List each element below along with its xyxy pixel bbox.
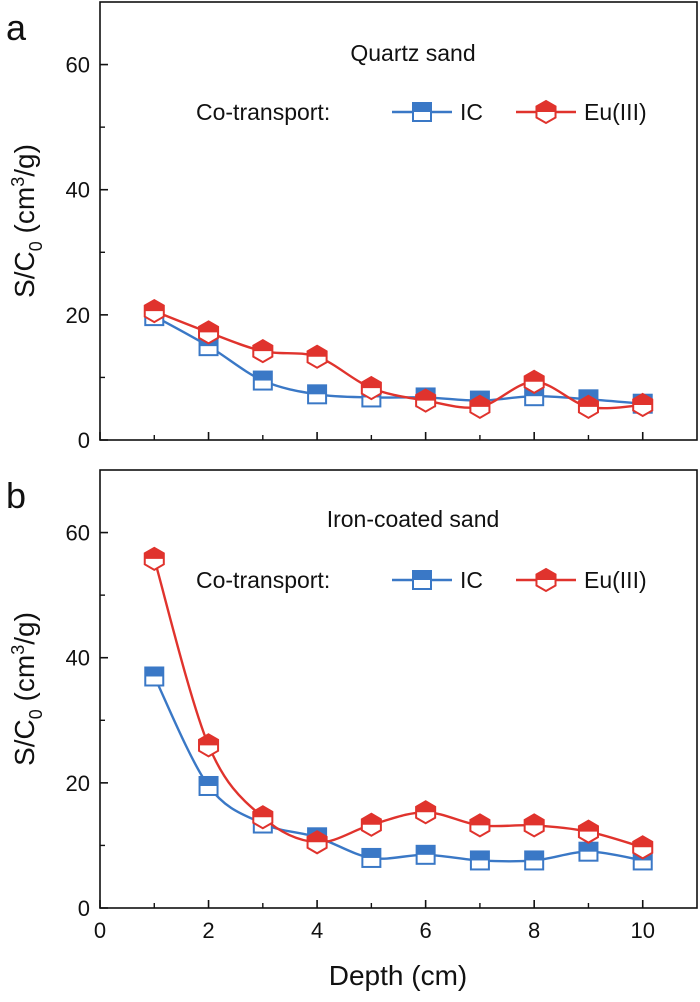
legend-label: Eu(III) bbox=[584, 567, 647, 593]
series-line bbox=[153, 315, 643, 405]
plot-frame bbox=[99, 1, 698, 441]
y-tick-label: 60 bbox=[66, 53, 90, 78]
y-tick-label: 20 bbox=[66, 303, 90, 328]
legend-marker-square bbox=[412, 570, 432, 590]
y-axis-title-unit-end: /g) bbox=[9, 612, 40, 645]
y-tick-label: 0 bbox=[78, 428, 90, 453]
data-point bbox=[469, 850, 490, 871]
x-tick-label: 10 bbox=[630, 918, 654, 943]
legend-item: IC bbox=[392, 567, 483, 593]
data-point bbox=[415, 800, 437, 825]
legend-item: Eu(III) bbox=[516, 567, 647, 593]
chart-title: Iron-coated sand bbox=[327, 506, 500, 532]
y-tick-label: 40 bbox=[66, 178, 90, 203]
data-point bbox=[252, 338, 274, 364]
y-axis-title-main: S/C bbox=[9, 251, 40, 298]
legend-heading: Co-transport: bbox=[196, 567, 330, 593]
data-point bbox=[143, 546, 165, 572]
data-point bbox=[577, 819, 599, 844]
data-point bbox=[361, 847, 382, 868]
data-point bbox=[578, 841, 599, 862]
data-point bbox=[252, 370, 273, 391]
legend-marker-hexagon bbox=[535, 567, 557, 593]
data-point bbox=[524, 850, 545, 871]
y-axis-title-main: S/C bbox=[9, 719, 40, 766]
data-point bbox=[523, 813, 545, 838]
y-tick-label: 60 bbox=[66, 521, 90, 546]
data-point bbox=[415, 388, 437, 413]
plot-frame bbox=[99, 469, 698, 909]
y-tick-label: 20 bbox=[66, 771, 90, 796]
panel-letter: a bbox=[6, 7, 27, 48]
data-point bbox=[632, 392, 654, 418]
x-axis-title: Depth (cm) bbox=[329, 960, 467, 991]
data-point bbox=[198, 320, 220, 345]
x-tick-label: 0 bbox=[94, 918, 106, 943]
y-axis-title: S/C0 (cm3/g) bbox=[8, 144, 46, 298]
legend: Co-transport: IC Eu(III) bbox=[196, 99, 647, 125]
legend-item: Eu(III) bbox=[516, 99, 647, 125]
y-axis-title-subscript: 0 bbox=[26, 241, 46, 251]
data-point bbox=[252, 805, 274, 830]
x-tick-label: 6 bbox=[420, 918, 432, 943]
y-axis-title: S/C0 (cm3/g) bbox=[8, 612, 46, 766]
data-point bbox=[198, 733, 220, 758]
data-point bbox=[523, 369, 545, 394]
series-euiii bbox=[143, 546, 654, 860]
series-ic bbox=[144, 666, 653, 871]
legend-label: IC bbox=[460, 99, 483, 125]
series-line bbox=[153, 675, 643, 863]
data-point bbox=[360, 812, 382, 837]
data-point bbox=[143, 298, 165, 324]
y-axis-title-unit-end: /g) bbox=[9, 144, 40, 177]
data-point bbox=[144, 666, 165, 687]
legend-heading: Co-transport: bbox=[196, 99, 330, 125]
data-point bbox=[198, 775, 219, 796]
chart-title: Quartz sand bbox=[350, 40, 475, 66]
data-point bbox=[306, 830, 328, 855]
data-point bbox=[360, 375, 382, 401]
data-point bbox=[469, 813, 491, 838]
legend-label: Eu(III) bbox=[584, 99, 647, 125]
legend-label: IC bbox=[460, 567, 483, 593]
y-axis-title-unit: (cm bbox=[9, 187, 40, 241]
legend-item: IC bbox=[392, 99, 483, 125]
y-axis-title-superscript: 3 bbox=[8, 177, 28, 187]
data-point bbox=[306, 344, 328, 369]
series-euiii bbox=[143, 298, 654, 419]
y-tick-label: 40 bbox=[66, 646, 90, 671]
data-point bbox=[577, 394, 599, 419]
y-axis-title-subscript: 0 bbox=[26, 709, 46, 719]
data-point bbox=[415, 844, 436, 865]
panel-letter: b bbox=[6, 475, 26, 516]
x-tick-label: 2 bbox=[202, 918, 214, 943]
y-axis-title-unit: (cm bbox=[9, 655, 40, 709]
data-point bbox=[469, 394, 491, 419]
x-tick-label: 8 bbox=[528, 918, 540, 943]
x-tick-label: 4 bbox=[311, 918, 323, 943]
legend-marker-square bbox=[412, 102, 432, 122]
y-axis-title-superscript: 3 bbox=[8, 645, 28, 655]
data-point bbox=[307, 384, 328, 405]
data-point bbox=[632, 835, 654, 860]
series-line bbox=[153, 309, 643, 410]
legend: Co-transport: IC Eu(III) bbox=[196, 567, 647, 593]
y-tick-label: 0 bbox=[78, 896, 90, 921]
legend-marker-hexagon bbox=[535, 99, 557, 125]
